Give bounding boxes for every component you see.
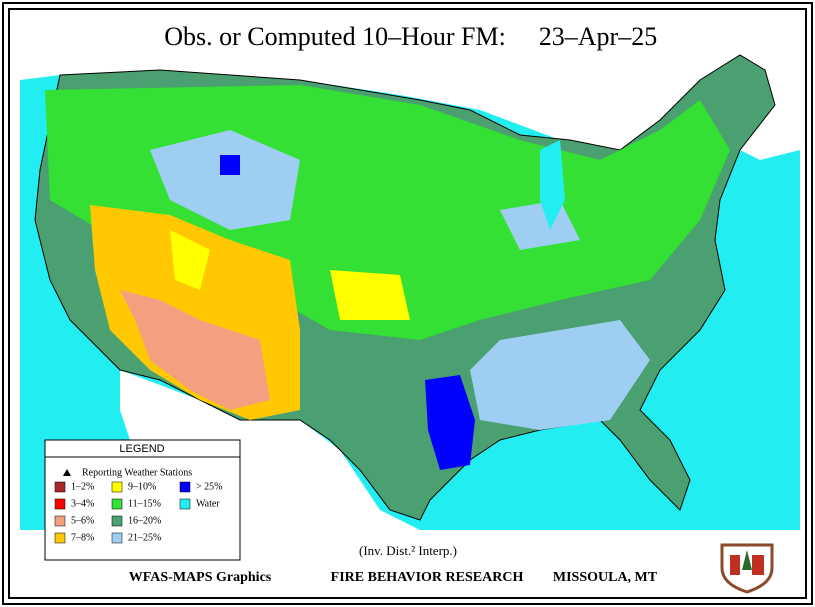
region-blue (220, 155, 475, 470)
legend-swatch (54, 498, 66, 510)
region-salmon (120, 290, 270, 410)
legend-swatch (111, 481, 123, 493)
legend-stations: Reporting Weather Stations (82, 467, 192, 478)
legend-label: 3–4% (71, 498, 94, 509)
title: Obs. or Computed 10–Hour FM: (164, 22, 506, 51)
canada (20, 55, 800, 160)
legend: LEGEND Reporting Weather Stations 1–2% 3–… (44, 439, 241, 561)
legend-swatch (54, 532, 66, 544)
legend-swatch (179, 498, 191, 510)
legend-label: 21–25% (128, 532, 161, 543)
usfs-shield (720, 543, 774, 594)
interp-note: (Inv. Dist.² Interp.) (359, 543, 457, 558)
legend-label: 11–15% (128, 498, 161, 509)
region-yellow (170, 230, 410, 320)
legend-swatch (111, 532, 123, 544)
inner-frame (8, 8, 807, 599)
region-lightblue (150, 130, 650, 430)
legend-box (44, 439, 241, 561)
legend-swatch (111, 498, 123, 510)
legend-swatch (54, 515, 66, 527)
legend-label: 7–8% (71, 532, 94, 543)
credit: MISSOULA, MT (553, 570, 658, 585)
legend-label: 16–20% (128, 515, 161, 526)
station-icon (63, 469, 71, 476)
legend-title: LEGEND (119, 443, 164, 455)
legend-label: Water (196, 498, 220, 509)
legend-swatch (111, 515, 123, 527)
lake-michigan (540, 140, 565, 230)
credit: WFAS-MAPS Graphics (129, 570, 272, 585)
legend-label: 5–6% (71, 515, 94, 526)
legend-header (44, 439, 241, 458)
legend-swatch (54, 481, 66, 493)
legend-label: 9–10% (128, 481, 156, 492)
legend-swatch (179, 481, 191, 493)
legend-label: 1–2% (71, 481, 94, 492)
credit: FIRE BEHAVIOR RESEARCH (331, 570, 524, 585)
legend-label: > 25% (196, 481, 222, 492)
date: 23–Apr–25 (539, 22, 657, 51)
